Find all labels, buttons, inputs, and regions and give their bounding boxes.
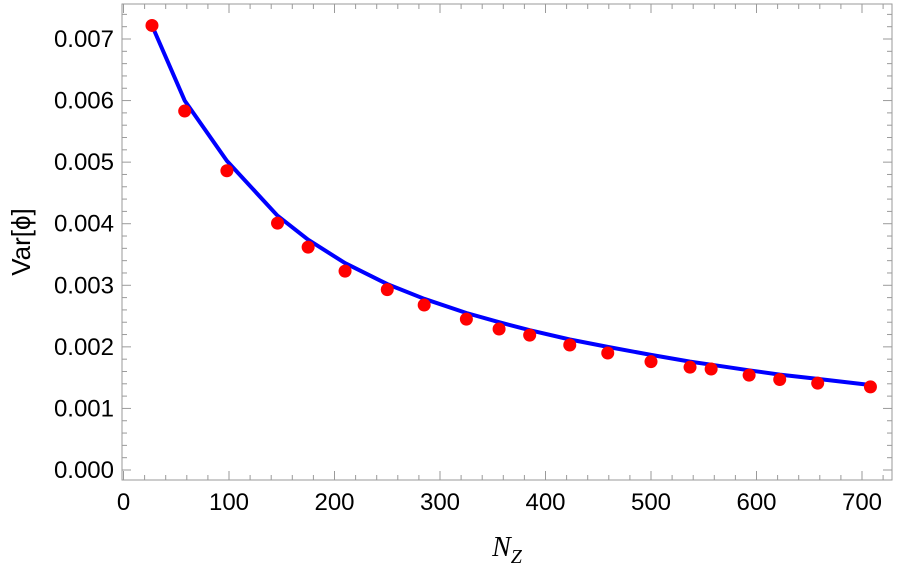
y-tick-label: 0.006 bbox=[54, 88, 114, 115]
fit-curve bbox=[150, 23, 873, 387]
x-tick-label: 100 bbox=[209, 489, 249, 516]
y-tick-label: 0.001 bbox=[54, 395, 114, 422]
data-point bbox=[220, 164, 234, 178]
data-point bbox=[492, 322, 506, 336]
x-tick-label: 400 bbox=[525, 489, 565, 516]
y-tick-label: 0.007 bbox=[54, 26, 114, 53]
x-tick-label: 300 bbox=[420, 489, 460, 516]
data-point bbox=[301, 240, 315, 254]
y-axis-title: Var[ϕ] bbox=[6, 208, 36, 276]
x-tick-label: 0 bbox=[117, 489, 130, 516]
data-point bbox=[380, 283, 394, 297]
x-tick-labels: 0 100 200 300 400 500 600 700 bbox=[117, 489, 882, 516]
y-tick-label: 0.002 bbox=[54, 334, 114, 361]
axis-ticks bbox=[122, 4, 892, 480]
data-point bbox=[563, 338, 577, 352]
data-point bbox=[601, 346, 615, 360]
data-points bbox=[145, 18, 877, 394]
data-point bbox=[338, 264, 352, 278]
data-point bbox=[863, 380, 877, 394]
data-point bbox=[811, 376, 825, 390]
plot-frame bbox=[121, 3, 893, 481]
data-point bbox=[742, 368, 756, 382]
x-axis-title-main: N bbox=[491, 532, 512, 563]
y-tick-label: 0.005 bbox=[54, 149, 114, 176]
x-tick-label: 200 bbox=[314, 489, 354, 516]
data-point bbox=[178, 104, 192, 118]
data-point bbox=[773, 372, 787, 386]
y-tick-label: 0.003 bbox=[54, 272, 114, 299]
data-point bbox=[145, 18, 159, 32]
data-point bbox=[459, 312, 473, 326]
y-tick-label: 0.004 bbox=[54, 211, 114, 238]
x-tick-label: 600 bbox=[736, 489, 776, 516]
data-point bbox=[417, 298, 431, 312]
data-point bbox=[704, 362, 718, 376]
x-axis-title-subscript: Z bbox=[511, 546, 523, 568]
x-tick-label: 500 bbox=[631, 489, 671, 516]
x-axis-title: NZ bbox=[491, 532, 523, 568]
x-tick-label: 700 bbox=[842, 489, 882, 516]
y-tick-label: 0.000 bbox=[54, 457, 114, 484]
data-point bbox=[271, 216, 285, 230]
data-point bbox=[644, 355, 658, 369]
data-point bbox=[523, 328, 537, 342]
y-tick-labels: 0.000 0.001 0.002 0.003 0.004 0.005 0.006 0.007 bbox=[54, 26, 114, 484]
data-point bbox=[683, 360, 697, 374]
